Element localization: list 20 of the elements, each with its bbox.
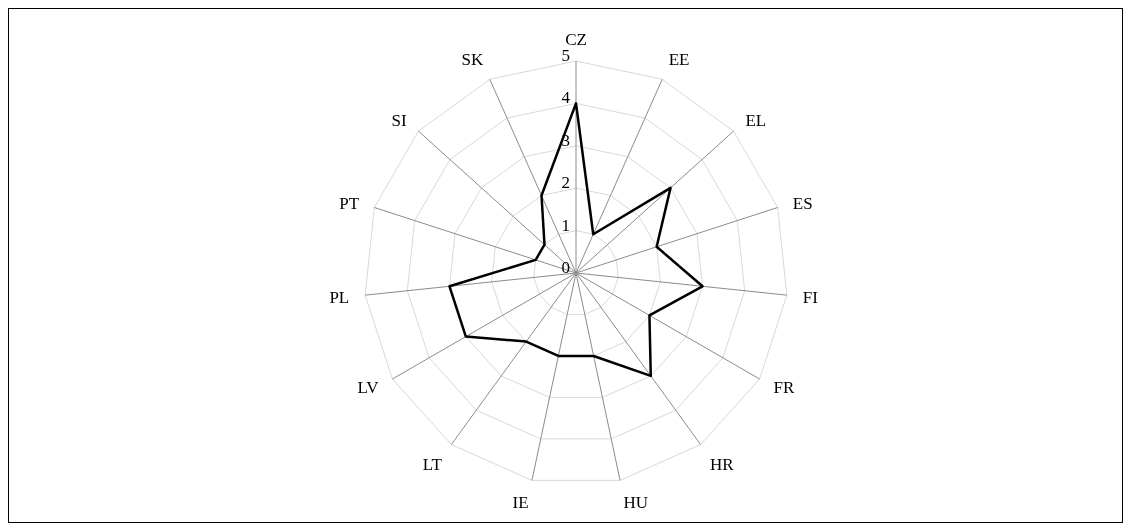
y-tick-label: 0 [561,258,570,277]
spoke-label: FI [802,287,819,307]
y-tick-label: 5 [561,46,570,65]
spoke-label: HR [710,454,735,474]
y-tick-label: 1 [561,215,570,235]
y-tick-label: 4 [561,88,571,108]
spoke-label: ES [792,193,813,213]
spoke-label: CZ [565,30,587,49]
spoke-label: IE [512,493,529,513]
spoke-label: LT [422,454,443,474]
y-tick-label: 2 [561,173,570,193]
spoke-label: FR [773,378,795,398]
spoke-label: PT [339,193,360,213]
spoke-label: SI [391,111,407,131]
spoke-label: EL [745,111,767,131]
spoke-label: LV [357,378,380,398]
spoke-label: HU [623,493,648,513]
spoke-label: PL [329,287,350,307]
spoke-label: SK [461,49,484,69]
spoke-label: EE [668,49,690,69]
